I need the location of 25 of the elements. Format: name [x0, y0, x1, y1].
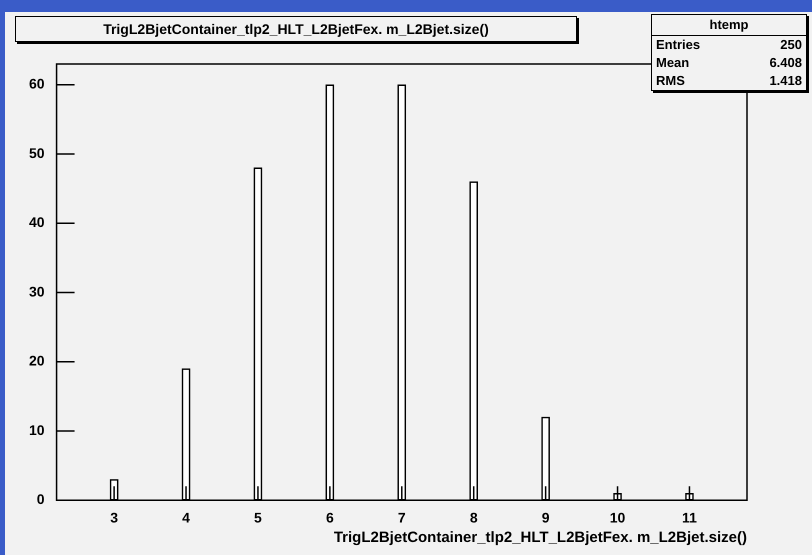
- x-tick-label: 3: [110, 509, 118, 526]
- x-tick-label: 5: [254, 509, 262, 526]
- text: 1.418: [769, 72, 802, 90]
- x-tick-label: 7: [398, 509, 406, 526]
- x-tick-label: 10: [610, 509, 626, 526]
- y-tick-label: 40: [28, 214, 45, 230]
- text: 6.408: [769, 54, 802, 72]
- text: 250: [780, 36, 802, 54]
- annotation: Mean: [656, 54, 690, 72]
- text: Entries: [656, 36, 700, 54]
- annotation: RMS: [656, 72, 685, 90]
- x-tick-label: 11: [682, 509, 698, 526]
- chart-title: TrigL2BjetContainer_tlp2_HLT_L2BjetFex. m_L2Bjet.size(): [15, 16, 577, 42]
- x-tick-label: 8: [470, 509, 478, 526]
- text: htemp: [652, 15, 806, 36]
- x-axis-title: TrigL2BjetContainer_tlp2_HLT_L2BjetFex. m_L2Bjet.size(): [334, 529, 747, 546]
- x-tick-label: 6: [326, 509, 334, 526]
- y-tick-label: 60: [28, 76, 45, 92]
- y-tick-label: 10: [28, 422, 45, 438]
- y-tick-label: 0: [36, 491, 45, 508]
- y-tick-label: 50: [28, 144, 45, 161]
- x-tick-label: 4: [182, 509, 190, 526]
- y-tick-label: 20: [28, 352, 45, 369]
- x-tick-label: 9: [542, 509, 550, 526]
- y-tick-label: 30: [28, 283, 45, 300]
